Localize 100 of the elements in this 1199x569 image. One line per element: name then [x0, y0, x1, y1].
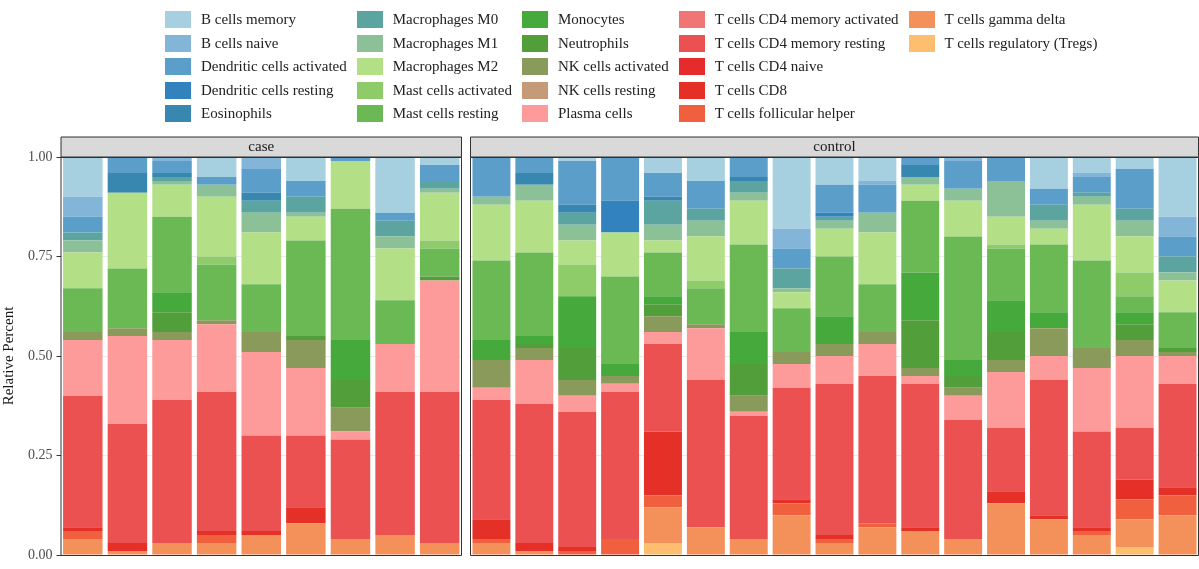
bar	[330, 539, 371, 555]
bar	[772, 352, 811, 364]
bar	[515, 359, 554, 404]
bar	[1072, 348, 1111, 368]
bar	[815, 535, 854, 540]
bar	[330, 407, 371, 432]
bar	[601, 375, 640, 384]
bar	[375, 212, 415, 221]
bar	[858, 527, 897, 555]
bar	[815, 356, 854, 384]
legend-label: Dendritic cells resting	[201, 81, 334, 99]
legend-label: T cells CD4 memory activated	[714, 11, 899, 29]
bar	[1158, 157, 1197, 217]
bar	[286, 523, 326, 555]
bar	[901, 184, 940, 201]
bar	[375, 220, 415, 237]
bar	[472, 387, 511, 400]
bar	[901, 527, 940, 532]
bar	[644, 224, 682, 241]
chart-title: case	[248, 137, 275, 154]
bar	[858, 184, 897, 213]
legend-label: T cells follicular helper	[714, 105, 855, 123]
bar	[286, 507, 326, 524]
bar	[152, 172, 192, 177]
bar	[1158, 356, 1197, 384]
bar	[196, 391, 237, 532]
bar	[858, 284, 897, 333]
bar	[63, 340, 103, 396]
bar	[1115, 547, 1154, 555]
bar	[601, 276, 640, 364]
bar	[815, 184, 854, 213]
bar	[644, 316, 682, 333]
bar	[286, 340, 326, 368]
bar	[987, 427, 1026, 492]
bar	[644, 495, 682, 508]
bar	[1072, 367, 1111, 432]
legend-label: T cells regulatory (Tregs)	[944, 34, 1098, 52]
bar	[1158, 280, 1197, 313]
bar	[472, 260, 511, 341]
bar	[241, 232, 281, 285]
bar	[1072, 204, 1111, 261]
legend-label: NK cells activated	[557, 58, 669, 76]
bar	[772, 268, 811, 289]
bar	[515, 403, 554, 544]
bar	[644, 172, 682, 197]
bar	[1115, 296, 1154, 313]
bar	[1115, 427, 1154, 480]
bar	[107, 551, 148, 555]
bar	[858, 344, 897, 376]
legend-label: B cells memory	[201, 11, 296, 29]
bar	[686, 288, 725, 325]
bar	[152, 160, 192, 173]
bar	[107, 336, 148, 424]
bar	[944, 200, 983, 237]
bar	[1115, 324, 1154, 341]
bar	[472, 196, 511, 205]
bar	[107, 268, 148, 329]
legend-label: Neutrophils	[557, 34, 629, 52]
bar	[286, 240, 326, 337]
bar	[815, 220, 854, 229]
bar	[815, 383, 854, 536]
bar	[686, 236, 725, 281]
bar	[558, 411, 597, 548]
y-axis-title: Relative Percent	[0, 305, 16, 406]
bar	[286, 216, 326, 241]
bar	[1158, 487, 1197, 496]
bar	[107, 192, 148, 269]
bar	[375, 535, 415, 555]
bar	[107, 543, 148, 552]
bar	[686, 220, 725, 237]
bar	[63, 288, 103, 333]
bar	[241, 284, 281, 333]
bar	[772, 503, 811, 516]
bar	[1029, 379, 1068, 516]
bar	[729, 157, 768, 177]
bar	[558, 348, 597, 380]
bar	[472, 359, 511, 388]
bar	[1072, 260, 1111, 349]
bar	[1115, 499, 1154, 520]
bar	[1072, 527, 1111, 532]
bar	[1158, 256, 1197, 273]
bar	[330, 379, 371, 408]
bar	[515, 543, 554, 552]
bar	[63, 252, 103, 289]
bar	[601, 200, 640, 233]
bar	[558, 224, 597, 241]
bar	[152, 292, 192, 313]
bar	[644, 200, 682, 225]
bar	[152, 399, 192, 544]
bar	[1029, 515, 1068, 520]
bar	[419, 188, 460, 193]
bar	[987, 180, 1026, 217]
bar	[772, 387, 811, 500]
bar	[241, 200, 281, 213]
bar	[196, 320, 237, 325]
bar	[772, 248, 811, 269]
bar	[152, 176, 192, 181]
bar	[241, 192, 281, 201]
legend-label: Macrophages M2	[392, 58, 499, 76]
bar	[944, 387, 983, 396]
